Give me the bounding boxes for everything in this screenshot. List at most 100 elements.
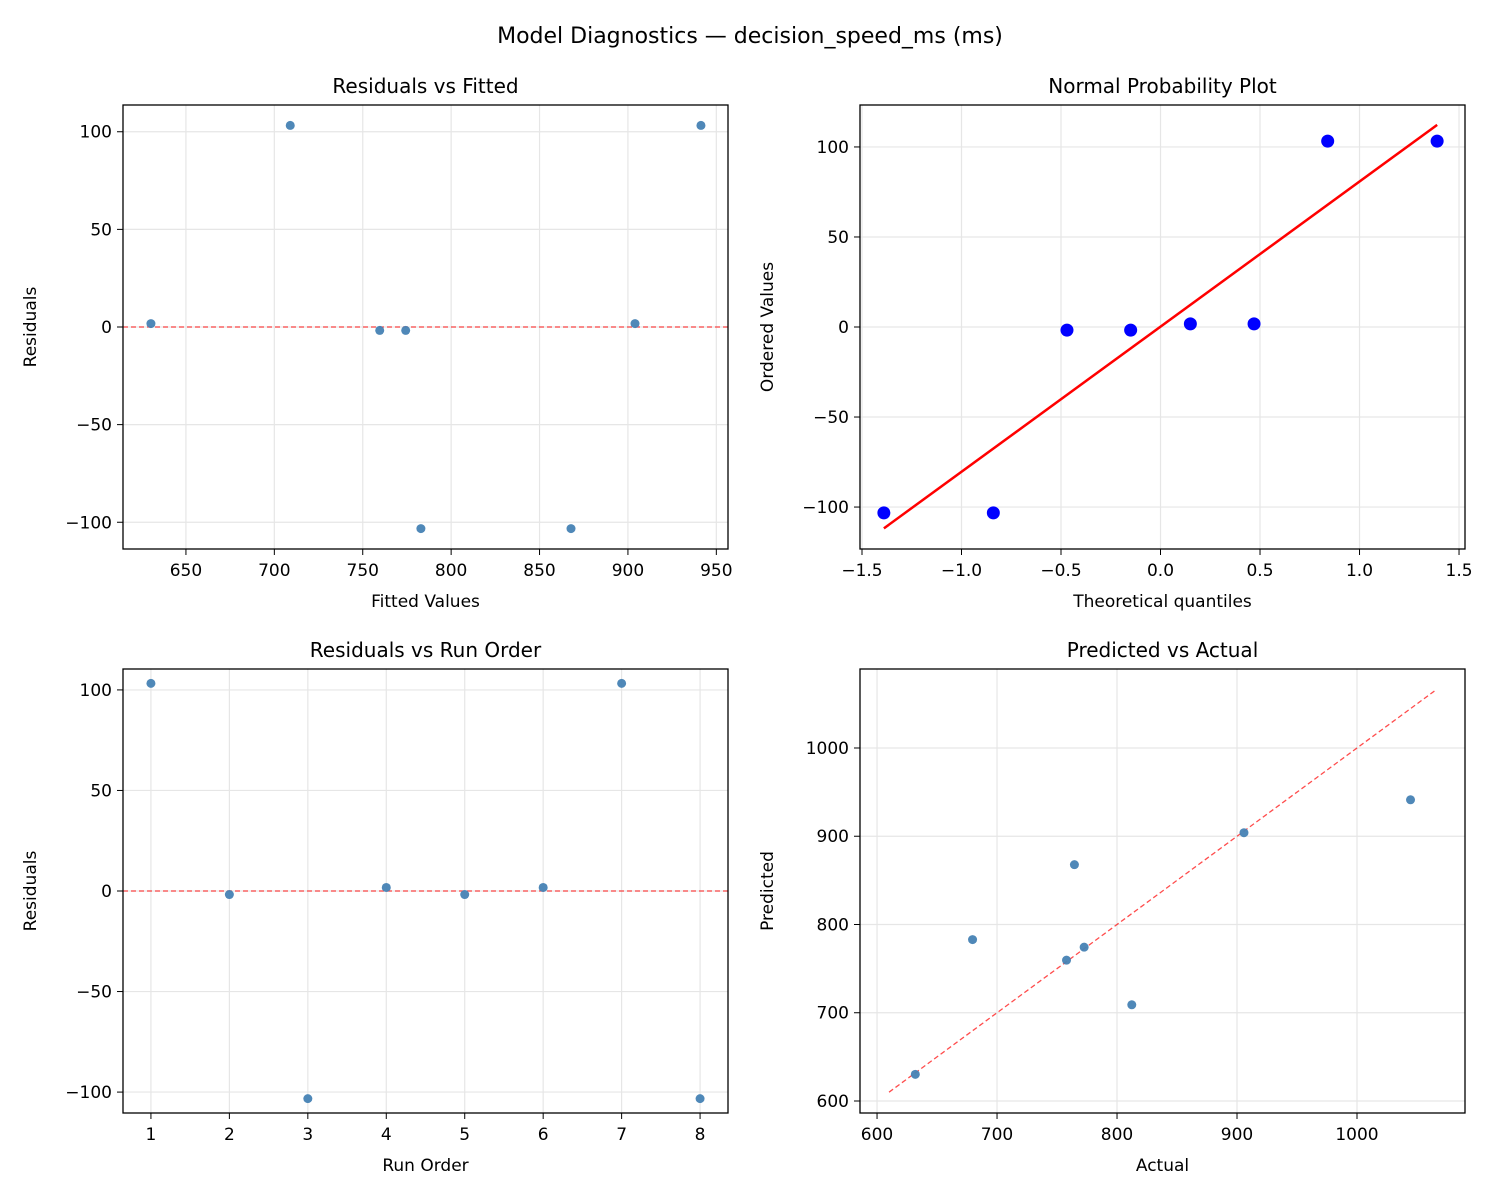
axes-frame: [859, 668, 1466, 1114]
x-tick-label: 700: [981, 1125, 1013, 1145]
x-tick-label: 600: [861, 1125, 893, 1145]
y-tick-label: 0: [101, 318, 112, 338]
y-axis-label: Residuals: [21, 287, 41, 368]
data-point: [375, 325, 385, 335]
data-point: [630, 319, 640, 329]
y-tick-label: 800: [817, 915, 849, 935]
panel-title: Normal Probability Plot: [1048, 74, 1277, 98]
y-tick-label: −50: [813, 408, 849, 428]
data-point: [877, 506, 891, 520]
data-point: [696, 120, 706, 130]
fit-line: [883, 123, 1438, 530]
x-tick-label: 0.0: [1147, 561, 1174, 581]
data-point: [1079, 942, 1089, 952]
x-tick-label: 4: [381, 1125, 392, 1145]
x-axis-label: Theoretical quantiles: [1072, 592, 1252, 612]
x-tick-label: 650: [170, 561, 202, 581]
x-axis-label: Run Order: [382, 1156, 468, 1176]
y-axis-label: Predicted: [758, 851, 778, 931]
x-tick-label: 1: [146, 1125, 157, 1145]
panel-title: Residuals vs Fitted: [332, 74, 518, 98]
x-tick-label: −0.5: [1040, 561, 1081, 581]
data-point: [617, 678, 627, 688]
y-tick-label: −100: [65, 1083, 112, 1103]
y-tick-label: 50: [90, 781, 112, 801]
data-point: [538, 882, 548, 892]
y-tick-label: 1000: [806, 739, 849, 759]
x-tick-label: 1.5: [1446, 561, 1473, 581]
data-point: [986, 506, 1000, 520]
data-point: [910, 1069, 920, 1079]
y-tick-label: 100: [817, 138, 849, 158]
panel-residuals-vs-run-order: Residuals vs Run Order Run Order Residua…: [21, 638, 729, 1176]
y-tick-label: 50: [827, 228, 849, 248]
x-tick-label: 950: [700, 561, 732, 581]
x-tick-label: 800: [1101, 1125, 1133, 1145]
x-tick-label: 2: [224, 1125, 235, 1145]
y-tick-label: 100: [80, 681, 112, 701]
y-axis-label: Ordered Values: [758, 262, 778, 392]
data-point: [695, 1094, 705, 1104]
data-point: [968, 935, 978, 945]
x-tick-label: 1.0: [1346, 561, 1373, 581]
x-tick-label: 3: [302, 1125, 313, 1145]
data-point: [1069, 860, 1079, 870]
data-point: [1183, 317, 1197, 331]
x-axis-label: Actual: [1136, 1156, 1189, 1176]
x-tick-label: 900: [612, 561, 644, 581]
x-tick-label: 7: [616, 1125, 627, 1145]
data-point: [381, 882, 391, 892]
y-tick-label: 900: [817, 827, 849, 847]
data-point: [416, 524, 426, 534]
x-tick-label: −1.0: [941, 561, 982, 581]
y-tick-label: 0: [838, 318, 849, 338]
axes-frame: [122, 104, 729, 550]
data-point: [1124, 323, 1138, 337]
data-point: [1127, 1000, 1137, 1010]
data-point: [1430, 134, 1444, 148]
data-point: [460, 890, 470, 900]
x-tick-label: 850: [523, 561, 555, 581]
x-tick-label: 800: [435, 561, 467, 581]
y-tick-label: −100: [802, 498, 849, 518]
y-tick-label: −100: [65, 513, 112, 533]
x-tick-label: 8: [695, 1125, 706, 1145]
panel-title: Residuals vs Run Order: [310, 638, 542, 662]
y-tick-label: −50: [76, 416, 112, 436]
data-point: [303, 1094, 313, 1104]
data-point: [1062, 955, 1072, 965]
y-tick-label: 50: [90, 220, 112, 240]
panel-predicted-vs-actual: Predicted vs Actual Actual Predicted 600…: [758, 638, 1466, 1176]
y-axis-label: Residuals: [21, 851, 41, 932]
x-tick-label: 5: [459, 1125, 470, 1145]
data-point: [1247, 317, 1261, 331]
x-tick-label: 6: [538, 1125, 549, 1145]
y-tick-label: 700: [817, 1004, 849, 1024]
data-point: [224, 890, 234, 900]
panel-title: Predicted vs Actual: [1067, 638, 1259, 662]
x-tick-label: 0.5: [1246, 561, 1273, 581]
x-axis-label: Fitted Values: [371, 592, 480, 612]
panel-residuals-vs-fitted: Residuals vs Fitted Fitted Values Residu…: [21, 74, 733, 612]
y-tick-label: −50: [76, 983, 112, 1003]
y-tick-label: 0: [101, 882, 112, 902]
panel-normal-probability: Normal Probability Plot Theoretical quan…: [758, 74, 1473, 612]
x-tick-label: −1.5: [841, 561, 882, 581]
data-point: [1060, 323, 1074, 337]
x-tick-label: 900: [1221, 1125, 1253, 1145]
data-point: [285, 120, 295, 130]
data-point: [1321, 134, 1335, 148]
data-point: [566, 524, 576, 534]
data-point: [146, 319, 156, 329]
data-point: [1406, 795, 1416, 805]
x-tick-label: 1000: [1335, 1125, 1378, 1145]
data-point: [401, 325, 411, 335]
y-tick-label: 100: [80, 123, 112, 143]
axes-frame: [122, 668, 729, 1114]
suptitle: Model Diagnostics — decision_speed_ms (m…: [497, 24, 1003, 49]
identity-reference-line: [888, 689, 1437, 1093]
y-tick-label: 600: [817, 1092, 849, 1112]
x-tick-label: 700: [258, 561, 290, 581]
x-tick-label: 750: [347, 561, 379, 581]
